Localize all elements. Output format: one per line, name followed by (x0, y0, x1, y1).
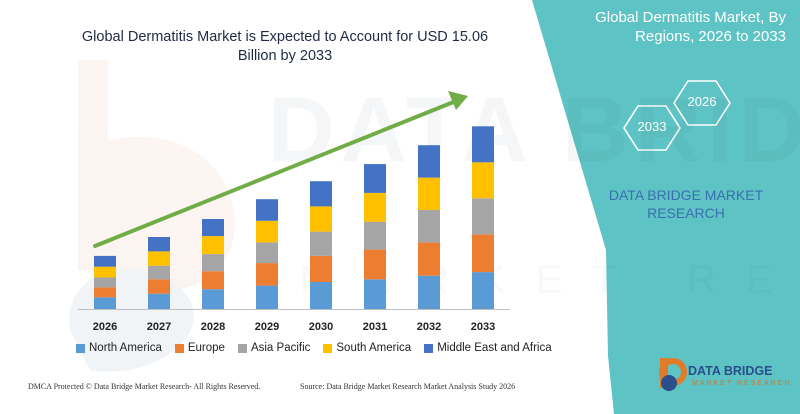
x-tick-label: 2031 (363, 321, 387, 333)
bar-segment (256, 263, 278, 286)
legend-item: North America (76, 342, 162, 354)
bar-segment (310, 231, 332, 256)
legend-swatch (323, 343, 333, 353)
watermark-text: DATA BRIDGE (268, 79, 800, 181)
bar-segment (472, 198, 494, 235)
x-tick-label: 2030 (309, 321, 333, 333)
legend-label: Middle East and Africa (437, 342, 552, 354)
logo-text: DATA BRIDGE (688, 364, 773, 378)
bar-segment (148, 251, 170, 266)
bar-segment (202, 254, 224, 272)
brand-label: DATA BRIDGE MARKET RESEARCH (608, 187, 764, 221)
bar-segment (364, 164, 386, 193)
legend-label: South America (336, 342, 412, 354)
bar-segment (472, 272, 494, 309)
bar-segment (256, 242, 278, 264)
bar-segment (148, 293, 170, 309)
growth-arrow-line (93, 99, 458, 248)
legend-item: Europe (174, 342, 225, 354)
bar-segment (256, 285, 278, 309)
hexagon-label-2033: 2033 (637, 119, 667, 134)
source-note: Source: Data Bridge Market Research Mark… (300, 382, 516, 391)
legend-swatch (424, 343, 434, 353)
bar-segment (418, 275, 440, 309)
bar-segment (310, 206, 332, 232)
x-tick-label: 2028 (201, 321, 225, 333)
bar-segment (364, 192, 386, 222)
legend-item: Asia Pacific (237, 342, 311, 354)
bar-segment (364, 221, 386, 250)
bar-segment (94, 277, 116, 288)
hexagon-label-2026: 2026 (687, 94, 717, 109)
bar-segment (256, 199, 278, 221)
x-tick-label: 2027 (147, 321, 171, 333)
bar-segment (310, 282, 332, 309)
logo-subtext: MARKET RESEARCH (692, 380, 792, 387)
growth-arrow-head (448, 91, 468, 110)
legend-label: Europe (187, 342, 225, 354)
legend-swatch (76, 343, 85, 353)
bar-segment (310, 181, 332, 207)
bar-segment (472, 162, 494, 199)
bar-segment (202, 236, 224, 255)
bar-segment (472, 126, 494, 163)
hexagon-2033 (623, 105, 681, 151)
legend-label: Asia Pacific (250, 342, 311, 354)
bar-segment (418, 242, 440, 276)
region-heading: Global Dermatitis Market, By Regions, 20… (595, 9, 786, 45)
bar-segment (202, 219, 224, 237)
bar-segment (256, 220, 278, 243)
bar-segment (472, 234, 494, 273)
bar-segment (94, 266, 116, 278)
bar-segment (364, 279, 386, 309)
bar-segment (310, 255, 332, 282)
bar-segment (148, 265, 170, 280)
chart-legend: North America Europe Asia Pacific South Ame… (76, 342, 552, 354)
x-tick-label: 2033 (471, 321, 495, 333)
bar-segment (364, 249, 386, 280)
bar-segment (202, 271, 224, 290)
legend-swatch (237, 343, 247, 353)
bar-segment (418, 210, 440, 243)
legend-item: South America (323, 342, 411, 354)
data-bridge-logo-icon (659, 358, 687, 391)
legend-item: Middle East and Africa (424, 342, 552, 354)
bar-segment (94, 297, 116, 309)
bar-segment (94, 255, 116, 267)
x-tick-label: 2032 (417, 321, 441, 333)
hexagon-2026 (673, 80, 731, 126)
copyright-notice: DMCA Protected © Data Bridge Market Rese… (28, 382, 261, 391)
x-tick-label: 2026 (93, 321, 117, 333)
bar-segment (94, 287, 116, 298)
legend-swatch (174, 343, 184, 353)
chart-title: Global Dermatitis Market is Expected to … (81, 29, 489, 64)
bar-segment (418, 177, 440, 210)
bar-segment (148, 279, 170, 294)
bar-segment (202, 289, 224, 309)
bar-segment (148, 237, 170, 252)
right-panel (532, 0, 800, 414)
legend-label: North America (89, 342, 162, 354)
x-tick-label: 2029 (255, 321, 279, 333)
bar-segment (418, 145, 440, 178)
